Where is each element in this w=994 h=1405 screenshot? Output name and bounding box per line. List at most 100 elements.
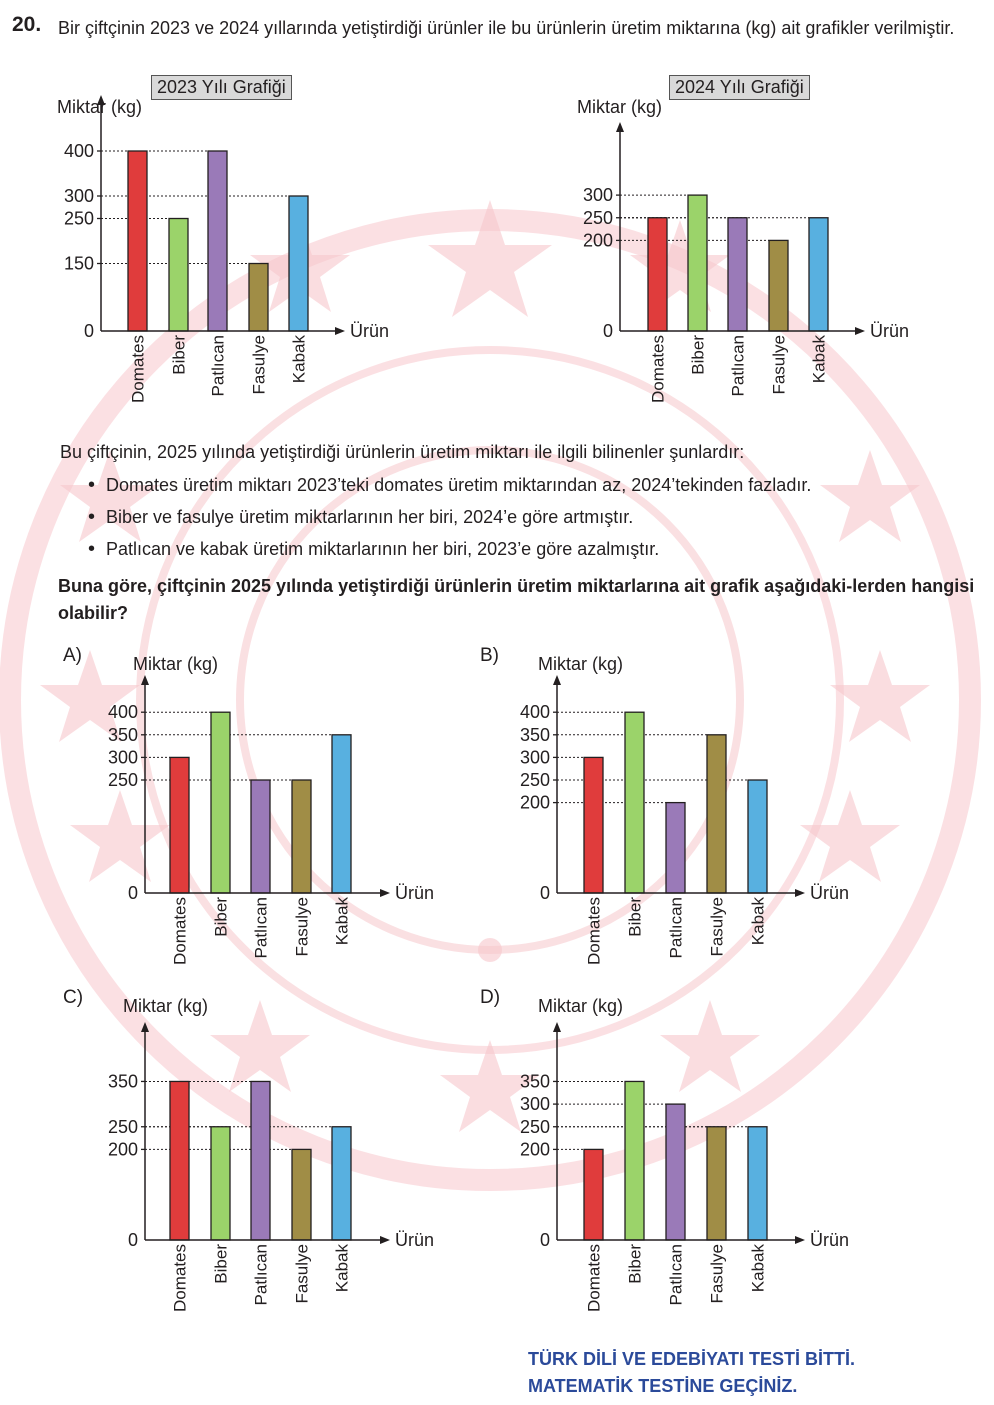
footer-line-1: TÜRK DİLİ VE EDEBİYATI TESTİ BİTTİ.: [528, 1349, 856, 1369]
y-tick-label: 250: [520, 1117, 550, 1137]
y-axis-arrow: [616, 122, 624, 132]
category-label: Biber: [626, 897, 645, 937]
chart-title-2024: 2024 Yılı Grafiği: [669, 75, 810, 100]
category-label: Kabak: [749, 1244, 768, 1293]
category-label: Kabak: [810, 335, 829, 384]
y-tick-label: 250: [108, 1117, 138, 1137]
category-label: Patlıcan: [729, 335, 748, 396]
y-axis-arrow: [553, 1022, 561, 1032]
y-tick-label: 300: [108, 747, 138, 767]
y-axis-label: Miktar (kg): [133, 654, 218, 674]
question-text: Bir çiftçinin 2023 ve 2024 yıllarında ye…: [58, 18, 955, 38]
y-axis-label: Miktar (kg): [577, 97, 662, 117]
bar-patlıcan: [727, 217, 748, 332]
bar-biber: [210, 1126, 231, 1241]
bar-domates: [169, 756, 190, 894]
y-axis-label: Miktar (kg): [538, 654, 623, 674]
y-axis-label: Miktar (kg): [123, 996, 208, 1016]
category-label: Kabak: [333, 1244, 352, 1293]
y-axis-label: Miktar (kg): [538, 996, 623, 1016]
category-label: Domates: [585, 897, 604, 965]
option-b-label[interactable]: B): [480, 645, 499, 666]
info-item: Biber ve fasulye üretim miktarlarının he…: [88, 505, 811, 537]
info-item: Patlıcan ve kabak üretim miktarlarının h…: [88, 537, 811, 569]
bar-domates: [127, 150, 148, 332]
bar-kabak: [288, 195, 309, 332]
y-tick-label: 400: [108, 702, 138, 722]
bar-fasulye: [248, 262, 269, 332]
x-axis-label: Ürün: [395, 1230, 434, 1250]
option-a-label[interactable]: A): [63, 645, 82, 666]
y-tick-label: 350: [108, 1071, 138, 1091]
x-axis-arrow: [855, 327, 865, 335]
bar-domates: [583, 756, 604, 894]
y-tick-label: 400: [520, 702, 550, 722]
category-label: Fasulye: [708, 897, 727, 957]
y-tick-label: 200: [520, 793, 550, 813]
category-label: Kabak: [333, 897, 352, 946]
info-item: Domates üretim miktarı 2023’teki domates…: [88, 473, 811, 505]
bar-fasulye: [291, 779, 312, 894]
x-axis-label: Ürün: [810, 883, 849, 903]
y-tick-label: 250: [64, 209, 94, 229]
bar-domates: [647, 217, 668, 332]
chart-title-2023: 2023 Yılı Grafiği: [151, 75, 292, 100]
footer-line-2: MATEMATİK TESTİNE GEÇİNİZ.: [528, 1376, 798, 1396]
y-tick-label: 200: [583, 230, 613, 250]
bar-biber: [624, 711, 645, 894]
footer-notice: TÜRK DİLİ VE EDEBİYATI TESTİ BİTTİ. MATE…: [528, 1346, 855, 1400]
bar-kabak: [331, 1126, 352, 1241]
category-label: Biber: [689, 335, 708, 375]
bar-patlıcan: [250, 1080, 271, 1241]
x-axis-label: Ürün: [395, 883, 434, 903]
bar-patlıcan: [665, 1103, 686, 1241]
y-tick-label: 0: [128, 1230, 138, 1250]
category-label: Fasulye: [250, 335, 269, 395]
x-axis-arrow: [380, 889, 390, 897]
category-label: Biber: [626, 1244, 645, 1284]
category-label: Domates: [171, 1244, 190, 1312]
x-axis-arrow: [380, 1236, 390, 1244]
category-label: Domates: [129, 335, 148, 403]
bar-domates: [583, 1148, 604, 1241]
y-tick-label: 0: [540, 883, 550, 903]
y-tick-label: 0: [128, 883, 138, 903]
info-intro: Bu çiftçinin, 2025 yılında yetiştirdiği …: [60, 442, 745, 462]
y-tick-label: 250: [108, 770, 138, 790]
y-tick-label: 300: [520, 747, 550, 767]
bar-fasulye: [706, 734, 727, 894]
bar-patlıcan: [207, 150, 228, 332]
x-axis-arrow: [795, 1236, 805, 1244]
bar-biber: [168, 217, 189, 332]
option-d-label[interactable]: D): [480, 987, 501, 1008]
y-tick-label: 0: [540, 1230, 550, 1250]
y-tick-label: 300: [583, 185, 613, 205]
y-axis-label: Miktar (kg): [57, 97, 142, 117]
x-axis-arrow: [335, 327, 345, 335]
question-prompt: Buna göre, çiftçinin 2025 yılında yetişt…: [58, 576, 975, 623]
bar-kabak: [331, 734, 352, 894]
y-axis-arrow: [97, 95, 105, 105]
y-axis-arrow: [141, 1022, 149, 1032]
category-label: Kabak: [749, 897, 768, 946]
category-label: Fasulye: [770, 335, 789, 395]
y-tick-label: 350: [108, 725, 138, 745]
x-axis-label: Ürün: [350, 321, 389, 341]
category-label: Biber: [212, 897, 231, 937]
option-c-label[interactable]: C): [63, 987, 84, 1008]
category-label: Patlıcan: [252, 897, 271, 958]
bar-biber: [210, 711, 231, 894]
y-axis-arrow: [141, 675, 149, 685]
y-tick-label: 200: [520, 1139, 550, 1159]
bar-domates: [169, 1080, 190, 1241]
x-axis-label: Ürün: [870, 321, 909, 341]
y-tick-label: 200: [108, 1139, 138, 1159]
y-tick-label: 400: [64, 141, 94, 161]
y-tick-label: 0: [84, 321, 94, 341]
category-label: Biber: [170, 335, 189, 375]
category-label: Kabak: [290, 335, 309, 384]
y-tick-label: 150: [64, 254, 94, 274]
y-tick-label: 250: [583, 208, 613, 228]
bar-kabak: [808, 217, 829, 332]
